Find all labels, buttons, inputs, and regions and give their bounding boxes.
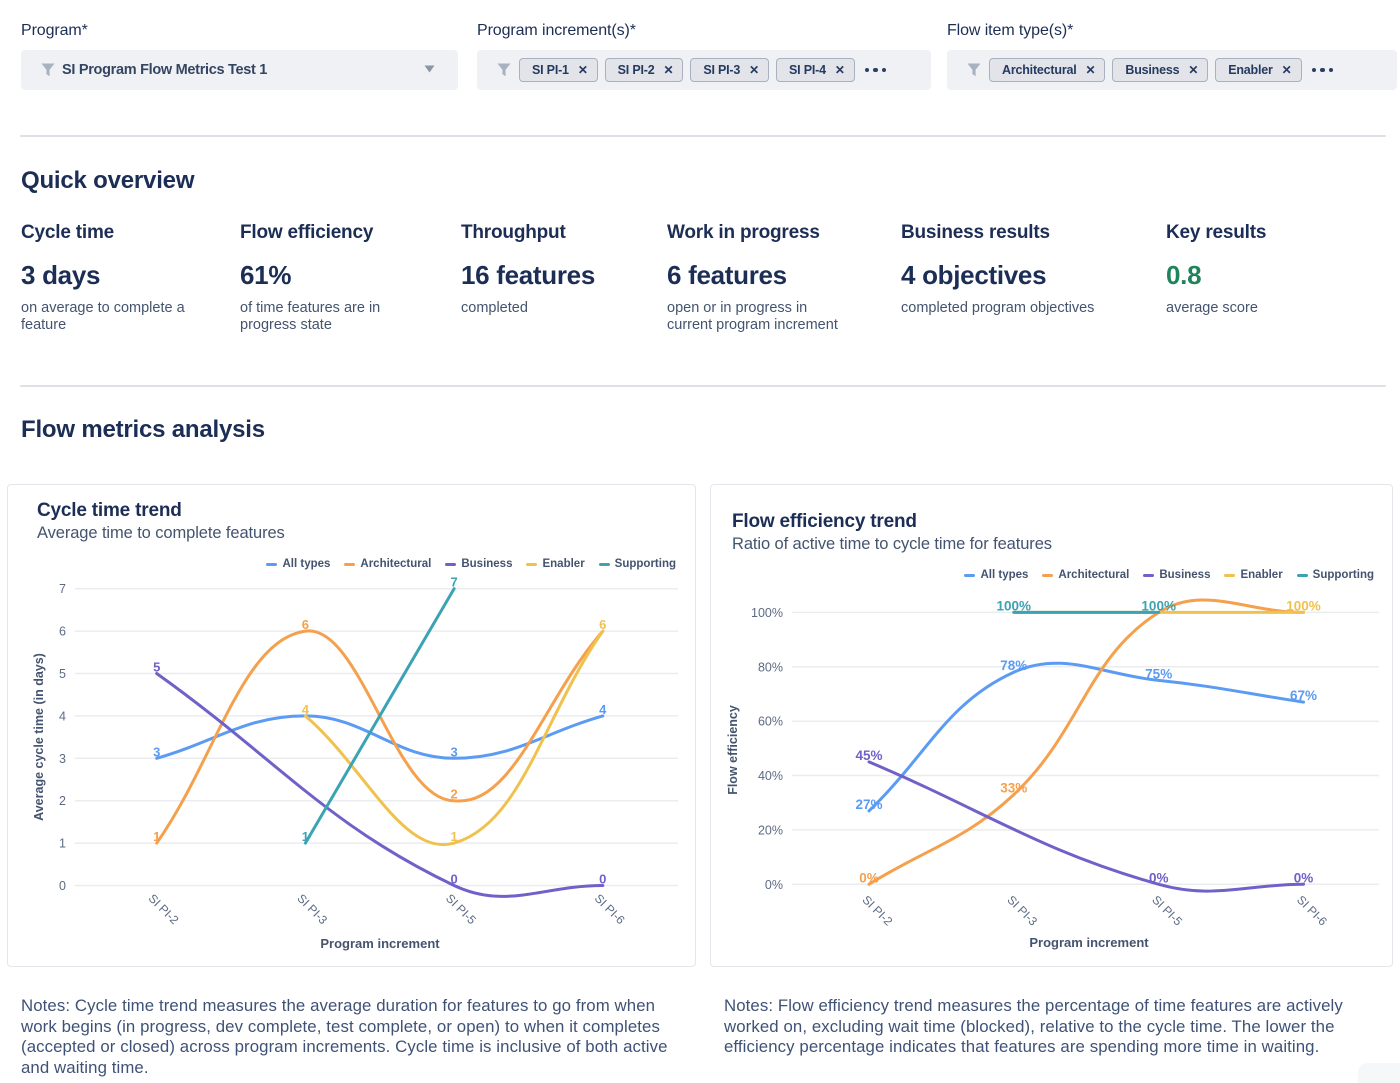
svg-text:67%: 67%: [1290, 688, 1317, 703]
svg-text:SI PI-3: SI PI-3: [294, 891, 330, 927]
svg-text:3: 3: [153, 744, 160, 759]
svg-text:78%: 78%: [1000, 658, 1027, 673]
svg-text:1: 1: [302, 829, 309, 844]
svg-text:45%: 45%: [855, 748, 882, 763]
svg-text:0%: 0%: [859, 870, 879, 885]
svg-text:4: 4: [302, 702, 310, 717]
svg-text:0%: 0%: [1149, 870, 1169, 885]
svg-text:4: 4: [59, 709, 66, 723]
svg-text:100%: 100%: [1141, 598, 1176, 613]
svg-text:6: 6: [599, 617, 606, 632]
svg-text:SI PI-5: SI PI-5: [1149, 893, 1185, 929]
svg-text:3: 3: [59, 752, 66, 766]
svg-text:60%: 60%: [758, 715, 783, 729]
svg-text:SI PI-2: SI PI-2: [146, 891, 182, 927]
svg-text:1: 1: [450, 829, 457, 844]
svg-text:75%: 75%: [1145, 666, 1172, 681]
svg-text:100%: 100%: [997, 598, 1032, 613]
svg-text:3: 3: [450, 744, 457, 759]
svg-text:40%: 40%: [758, 769, 783, 783]
svg-text:2: 2: [450, 787, 457, 802]
svg-text:5: 5: [153, 660, 160, 675]
svg-text:4: 4: [599, 702, 607, 717]
svg-text:SI PI-2: SI PI-2: [860, 893, 896, 929]
svg-text:27%: 27%: [855, 797, 882, 812]
svg-text:100%: 100%: [1286, 598, 1321, 613]
svg-text:Average cycle time (in days): Average cycle time (in days): [32, 653, 46, 821]
svg-text:SI PI-6: SI PI-6: [1294, 893, 1330, 929]
svg-text:Program increment: Program increment: [320, 936, 440, 951]
svg-text:20%: 20%: [758, 823, 783, 837]
svg-text:33%: 33%: [1000, 781, 1027, 796]
svg-text:7: 7: [59, 582, 66, 596]
svg-text:0: 0: [599, 872, 606, 887]
svg-text:7: 7: [450, 575, 457, 590]
svg-text:80%: 80%: [758, 660, 783, 674]
svg-text:100%: 100%: [751, 606, 783, 620]
svg-text:SI PI-3: SI PI-3: [1004, 893, 1040, 929]
svg-text:0: 0: [450, 872, 457, 887]
svg-text:SI PI-6: SI PI-6: [592, 891, 628, 927]
svg-text:0: 0: [59, 879, 66, 893]
svg-text:0%: 0%: [765, 878, 783, 892]
svg-text:5: 5: [59, 667, 66, 681]
svg-text:2: 2: [59, 794, 66, 808]
svg-text:Flow efficiency: Flow efficiency: [726, 705, 740, 795]
svg-text:1: 1: [153, 829, 160, 844]
svg-text:SI PI-5: SI PI-5: [443, 891, 479, 927]
svg-text:6: 6: [302, 617, 309, 632]
svg-text:6: 6: [59, 625, 66, 639]
svg-text:1: 1: [59, 837, 66, 851]
svg-text:Program increment: Program increment: [1029, 935, 1149, 950]
svg-text:0%: 0%: [1294, 870, 1314, 885]
